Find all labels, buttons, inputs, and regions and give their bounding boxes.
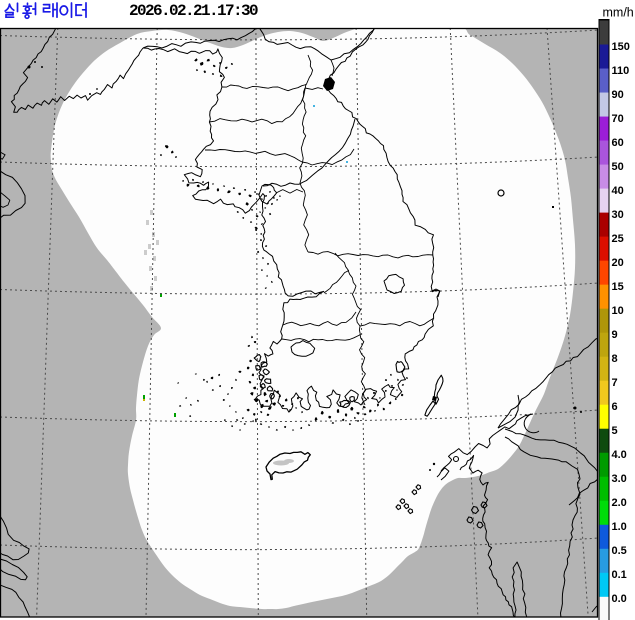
svg-text:4.0: 4.0 bbox=[612, 449, 627, 461]
svg-text:0.1: 0.1 bbox=[612, 569, 627, 581]
svg-text:7: 7 bbox=[612, 377, 618, 389]
svg-text:60: 60 bbox=[612, 137, 624, 149]
svg-text:8: 8 bbox=[612, 353, 618, 365]
svg-text:40: 40 bbox=[612, 185, 624, 197]
svg-text:90: 90 bbox=[612, 89, 624, 101]
svg-text:2.0: 2.0 bbox=[612, 497, 627, 509]
svg-text:2026.02.21.17:30: 2026.02.21.17:30 bbox=[129, 2, 258, 20]
svg-text:30: 30 bbox=[612, 209, 624, 221]
svg-text:10: 10 bbox=[612, 305, 624, 317]
svg-text:20: 20 bbox=[612, 257, 624, 269]
svg-text:150: 150 bbox=[612, 41, 630, 53]
svg-text:mm/h: mm/h bbox=[603, 6, 634, 20]
svg-text:1.0: 1.0 bbox=[612, 521, 627, 533]
svg-text:3.0: 3.0 bbox=[612, 473, 627, 485]
svg-text:0.0: 0.0 bbox=[612, 593, 627, 605]
svg-text:5: 5 bbox=[612, 425, 618, 437]
svg-text:0.5: 0.5 bbox=[612, 545, 627, 557]
svg-text:6: 6 bbox=[612, 401, 618, 413]
svg-text:110: 110 bbox=[612, 65, 630, 77]
svg-text:50: 50 bbox=[612, 161, 624, 173]
svg-text:25: 25 bbox=[612, 233, 624, 245]
svg-text:70: 70 bbox=[612, 113, 624, 125]
svg-text:9: 9 bbox=[612, 329, 618, 341]
svg-text:15: 15 bbox=[612, 281, 624, 293]
